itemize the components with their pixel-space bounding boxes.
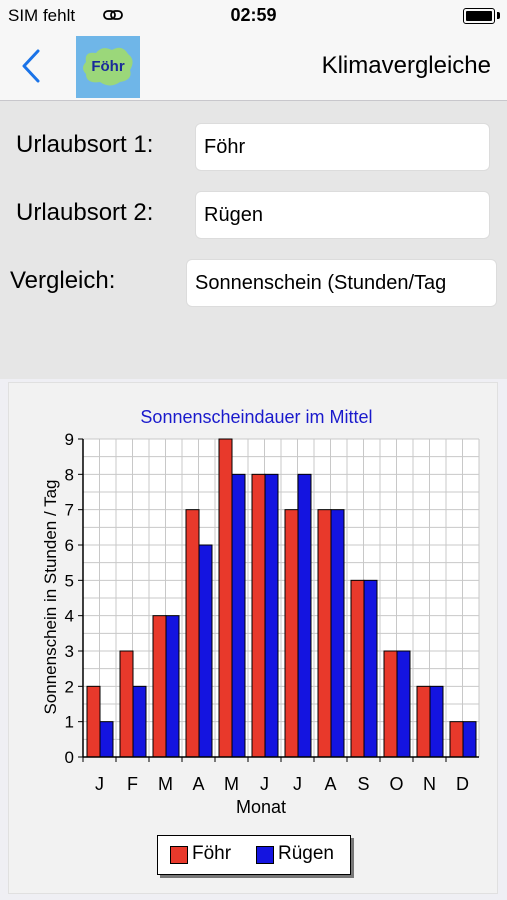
link-icon <box>103 10 123 20</box>
bar-ruegen <box>396 650 411 758</box>
chevron-left-icon <box>22 49 40 83</box>
island-map-icon <box>83 47 133 86</box>
x-axis-label: Monat <box>236 797 286 817</box>
comparison-label: Vergleich: <box>10 267 116 294</box>
logo-text: Föhr <box>91 58 125 75</box>
bar-foehr <box>86 685 101 758</box>
bar-foehr <box>284 509 299 758</box>
y-tick-label: 0 <box>65 748 74 767</box>
x-tick-label: M <box>158 774 173 794</box>
y-tick-label: 6 <box>65 536 74 555</box>
bar-ruegen <box>231 473 246 758</box>
carrier-text: SIM fehlt <box>8 6 76 25</box>
bar-foehr <box>449 721 464 758</box>
y-tick-label: 5 <box>65 571 74 590</box>
chart-legend: Föhr Rügen <box>157 835 351 875</box>
x-tick-label: M <box>224 774 239 794</box>
bar-foehr <box>317 509 332 758</box>
x-tick-label: F <box>127 774 138 794</box>
bar-foehr <box>416 685 431 758</box>
x-tick-label: O <box>389 774 403 794</box>
bar-foehr <box>383 650 398 758</box>
x-tick-label: A <box>324 774 336 794</box>
bar-ruegen <box>429 685 444 758</box>
x-tick-label: D <box>456 774 469 794</box>
legend-label-foehr: Föhr <box>192 843 232 864</box>
bar-ruegen <box>297 473 312 758</box>
place2-field[interactable]: Rügen <box>195 191 490 239</box>
chart-title: Sonnenscheindauer im Mittel <box>140 407 373 427</box>
battery-tip <box>497 12 500 19</box>
island-logo: Föhr <box>76 36 140 98</box>
page-title: Klimavergleiche <box>321 52 491 79</box>
status-bar: SIM fehlt 02:59 <box>0 0 507 32</box>
y-tick-label: 4 <box>65 607 74 626</box>
back-button[interactable] <box>18 48 48 84</box>
battery-icon <box>463 8 495 24</box>
x-tick-label: S <box>357 774 369 794</box>
y-tick-label: 2 <box>65 677 74 696</box>
bar-ruegen <box>330 509 345 758</box>
legend-label-ruegen: Rügen <box>278 843 334 864</box>
place1-field[interactable]: Föhr <box>195 123 490 171</box>
bar-ruegen <box>198 544 213 758</box>
y-tick-label: 8 <box>65 465 74 484</box>
bar-foehr <box>251 473 266 758</box>
navigation-bar: Föhr Klimavergleiche <box>0 32 507 101</box>
y-tick-label: 9 <box>65 430 74 449</box>
x-tick-label: N <box>423 774 436 794</box>
bar-ruegen <box>132 685 147 758</box>
bar-ruegen <box>99 721 114 758</box>
comparison-select[interactable]: Sonnenschein (Stunden/Tag <box>186 259 497 307</box>
legend-swatch-ruegen <box>256 846 274 864</box>
place1-label: Urlaubsort 1: <box>16 131 154 158</box>
place2-label: Urlaubsort 2: <box>16 199 154 226</box>
bar-ruegen <box>363 579 378 758</box>
x-tick-label: J <box>260 774 269 794</box>
x-tick-label: A <box>192 774 204 794</box>
bar-foehr <box>350 579 365 758</box>
x-tick-label: J <box>293 774 302 794</box>
selection-form: Urlaubsort 1: Föhr Urlaubsort 2: Rügen V… <box>0 101 507 379</box>
bar-ruegen <box>264 473 279 758</box>
bar-foehr <box>152 615 167 758</box>
status-time: 02:59 <box>230 5 277 25</box>
y-tick-label: 1 <box>65 713 74 732</box>
y-tick-label: 3 <box>65 642 74 661</box>
bar-foehr <box>218 438 233 758</box>
y-tick-label: 7 <box>65 501 74 520</box>
x-tick-label: J <box>95 774 104 794</box>
bar-ruegen <box>165 615 180 758</box>
bar-foehr <box>185 509 200 758</box>
bar-ruegen <box>462 721 477 758</box>
bar-foehr <box>119 650 134 758</box>
chart-panel: Sonnenscheindauer im Mittel Sonnenschein… <box>8 382 498 894</box>
legend-swatch-foehr <box>170 846 188 864</box>
